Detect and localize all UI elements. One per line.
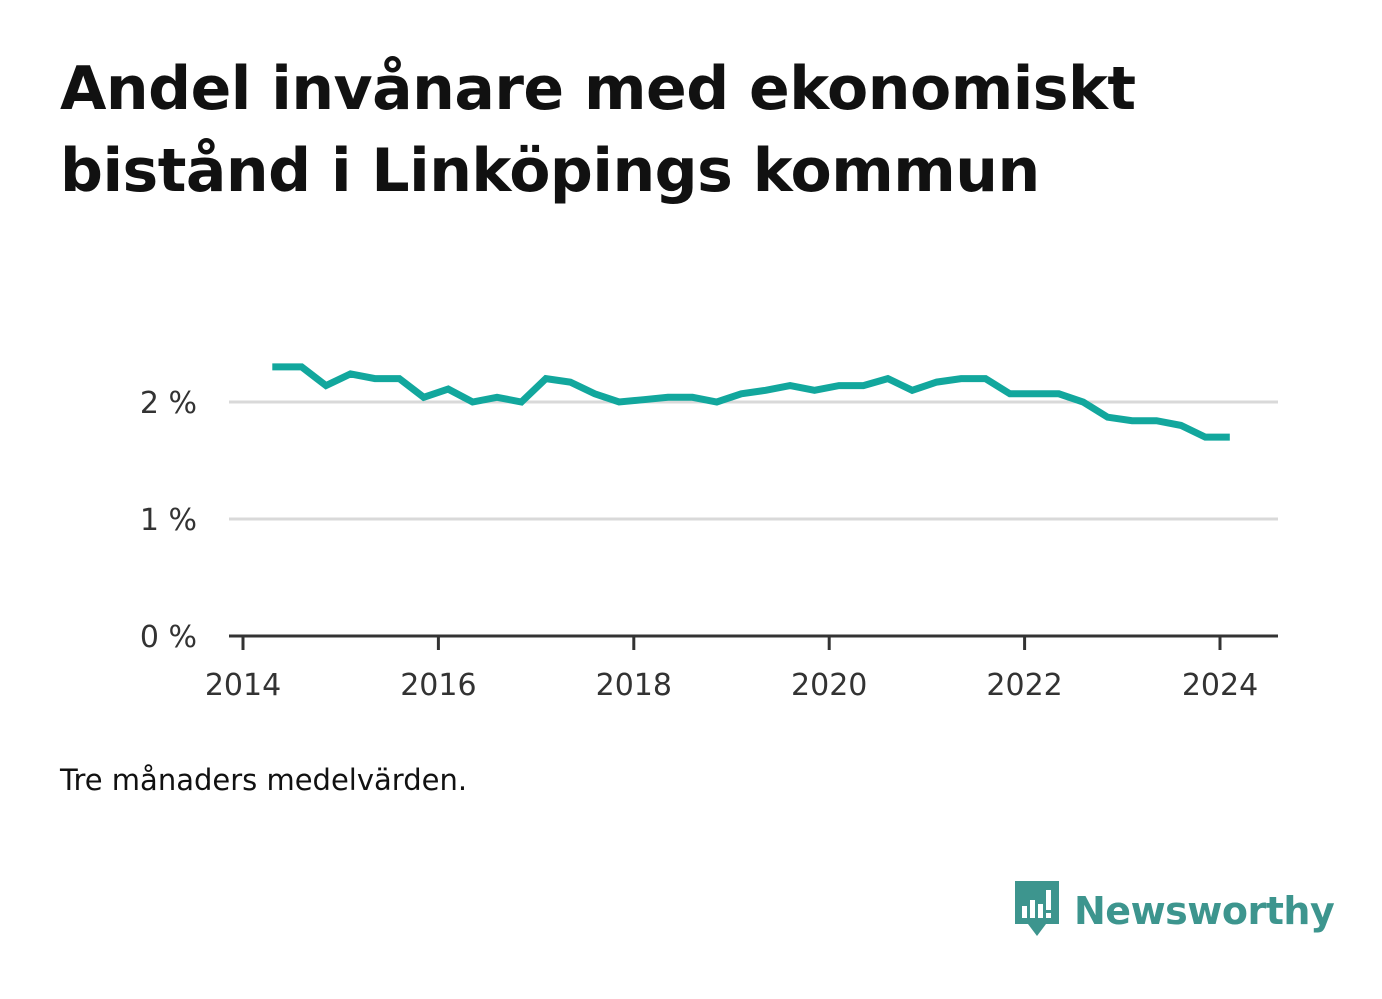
x-tick-label: 2016 [400,668,476,703]
data-point [542,375,549,382]
data-point [1055,390,1062,397]
data-point [860,382,867,389]
newsworthy-logo-icon [1012,878,1062,944]
data-point [1177,422,1184,429]
x-tick-label: 2024 [1182,668,1258,703]
data-point [933,379,940,386]
data-point [664,394,671,401]
y-tick-label: 0 % [140,620,197,655]
x-tick-label: 2020 [791,668,867,703]
data-point [762,387,769,394]
x-axis: 2014 2016 2018 2020 2022 2024 [205,634,1278,703]
data-point [567,379,574,386]
data-point [1226,434,1233,441]
data-point [835,382,842,389]
data-point [982,375,989,382]
data-point [298,363,305,370]
data-point [884,375,891,382]
data-point [1202,434,1209,441]
series-line-0 [272,363,1230,441]
data-point [640,396,647,403]
data-point [738,390,745,397]
y-axis-labels: 0 % 1 % 2 % [140,386,197,655]
data-point [909,387,916,394]
data-point [469,399,476,406]
series-layer [269,363,1233,441]
data-point [323,382,330,389]
data-point [1153,417,1160,424]
y-tick-label: 1 % [140,503,197,538]
data-point [494,394,501,401]
data-point [811,387,818,394]
x-tick-label: 2018 [596,668,672,703]
data-point [1129,417,1136,424]
x-tick-label: 2014 [205,668,281,703]
data-point [420,394,427,401]
data-point [371,375,378,382]
chart-note: Tre månaders medelvärden. [60,763,468,797]
data-point [591,390,598,397]
brand-logo: Newsworthy [1012,878,1335,944]
data-point [1104,414,1111,421]
data-point [269,363,276,370]
data-point [1080,399,1087,406]
data-point [1006,390,1013,397]
data-point [787,382,794,389]
chart-title: Andel invånare med ekonomiskt bistånd i … [60,54,1136,206]
gridlines [229,400,1278,521]
data-point [518,399,525,406]
data-point [445,386,452,393]
brand-name: Newsworthy [1074,889,1335,933]
y-tick-label: 2 % [140,386,197,421]
data-point [1031,390,1038,397]
data-point [347,370,354,377]
data-point [713,399,720,406]
data-point [616,399,623,406]
data-point [958,375,965,382]
data-point [396,375,403,382]
x-tick-label: 2022 [986,668,1062,703]
data-point [689,394,696,401]
